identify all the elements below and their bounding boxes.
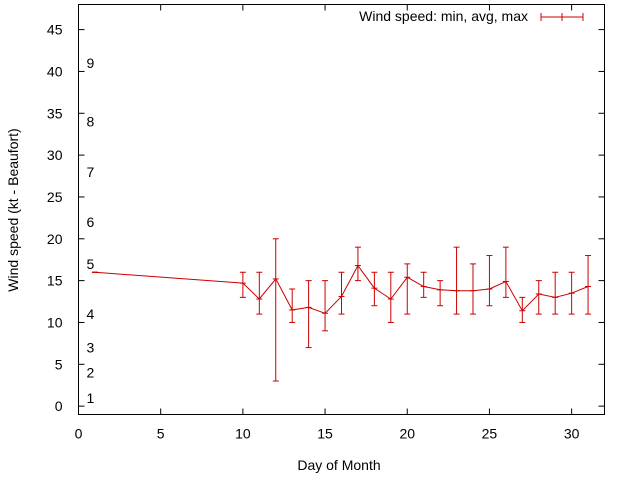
beaufort-label: 7 [87,164,95,180]
x-tick-label: 25 [482,426,498,442]
series-layer [91,238,592,382]
y-tick-label: 25 [47,189,63,205]
y-axis-label: Wind speed (kt - Beaufort) [5,128,21,291]
y-tick-label: 40 [47,63,63,79]
legend-label: Wind speed: min, avg, max [359,8,528,24]
plot-frame [78,4,605,415]
y-tick-label: 5 [55,356,63,372]
legend: Wind speed: min, avg, max [359,8,584,24]
beaufort-label: 1 [87,390,95,406]
x-axis-label: Day of Month [297,457,380,473]
beaufort-label: 9 [87,55,95,71]
x-tick-label: 30 [564,426,580,442]
y-tick-label: 15 [47,273,63,289]
x-tick-labels: 0 5 10 15 20 25 30 [75,426,580,442]
y-tick-label: 10 [47,314,63,330]
beaufort-scale-labels: 1 2 3 4 5 6 7 8 9 [87,55,95,406]
x-tick-label: 15 [317,426,333,442]
x-tick-label: 5 [157,426,165,442]
y-tick-label: 45 [47,22,63,38]
y-tick-label: 35 [47,105,63,121]
y-tick-label: 20 [47,231,63,247]
y-tick-labels: 0 5 10 15 20 25 30 35 40 45 [47,22,63,415]
axis-ticks [78,4,605,415]
x-tick-label: 10 [235,426,251,442]
x-tick-label: 20 [399,426,415,442]
beaufort-label: 3 [87,340,95,356]
beaufort-label: 8 [87,114,95,130]
beaufort-label: 4 [87,306,95,322]
beaufort-label: 6 [87,214,95,230]
y-tick-label: 30 [47,147,63,163]
beaufort-label: 2 [87,365,95,381]
x-tick-label: 0 [75,426,83,442]
y-tick-label: 0 [55,398,63,414]
beaufort-label: 5 [87,256,95,272]
